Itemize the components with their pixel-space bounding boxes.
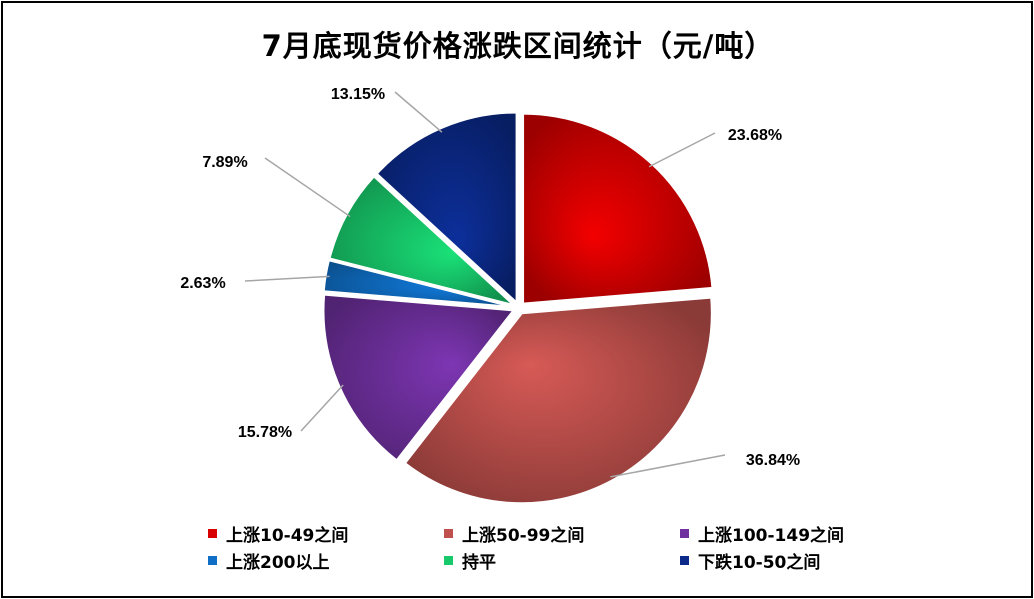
legend-label: 上涨10-49之间 bbox=[226, 525, 349, 546]
pie-slice-0 bbox=[522, 112, 714, 305]
legend-item-up-50-99: 上涨50-99之间 bbox=[444, 522, 680, 546]
leader-line-0 bbox=[648, 132, 716, 168]
data-label-4: 7.89% bbox=[202, 154, 247, 171]
legend-item-up-10-49: 上涨10-49之间 bbox=[208, 522, 444, 546]
pie-slice-2 bbox=[322, 293, 516, 462]
legend-label: 上涨200以上 bbox=[226, 552, 330, 573]
legend-item-up-100-149: 上涨100-149之间 bbox=[680, 522, 916, 546]
pie-slice-3 bbox=[322, 259, 514, 309]
legend-item-down-10-50: 下跌10-50之间 bbox=[680, 549, 916, 573]
data-label-1: 36.84% bbox=[746, 452, 800, 469]
data-label-5: 13.15% bbox=[331, 86, 385, 103]
data-label-2: 15.78% bbox=[238, 424, 292, 441]
data-label-3: 2.63% bbox=[180, 275, 225, 292]
leader-line-4 bbox=[264, 157, 351, 218]
leader-line-3 bbox=[244, 275, 330, 282]
legend-label: 持平 bbox=[462, 552, 496, 573]
legend-swatch-up-50-99 bbox=[444, 528, 453, 538]
chart-title: 7月底现货价格涨跌区间统计（元/吨） bbox=[261, 29, 775, 63]
leader-line-5 bbox=[394, 91, 443, 133]
legend-item-flat: 持平 bbox=[444, 549, 680, 573]
legend-swatch-up-200-plus bbox=[208, 555, 217, 565]
legend-swatch-up-10-49 bbox=[208, 528, 217, 538]
legend-label: 上涨50-99之间 bbox=[462, 525, 585, 546]
legend-swatch-up-100-149 bbox=[680, 528, 689, 538]
legend-item-up-200-plus: 上涨200以上 bbox=[208, 549, 444, 573]
pie-slice-5 bbox=[375, 111, 518, 305]
legend-swatch-flat bbox=[444, 555, 453, 565]
pie-slice-1 bbox=[403, 296, 713, 505]
legend-label: 下跌10-50之间 bbox=[698, 552, 821, 573]
legend-swatch-down-10-50 bbox=[680, 555, 689, 565]
legend-label: 上涨100-149之间 bbox=[698, 525, 845, 546]
chart-legend: 上涨10-49之间 上涨50-99之间 上涨100-149之间 上涨200以上 … bbox=[208, 522, 908, 573]
pie-chart: 23.68% 36.84% 15.78% 2.63% 7.89% 13.15% bbox=[180, 86, 800, 505]
leader-line-1 bbox=[610, 454, 726, 478]
data-label-0: 23.68% bbox=[728, 127, 782, 144]
leader-line-2 bbox=[300, 384, 344, 432]
